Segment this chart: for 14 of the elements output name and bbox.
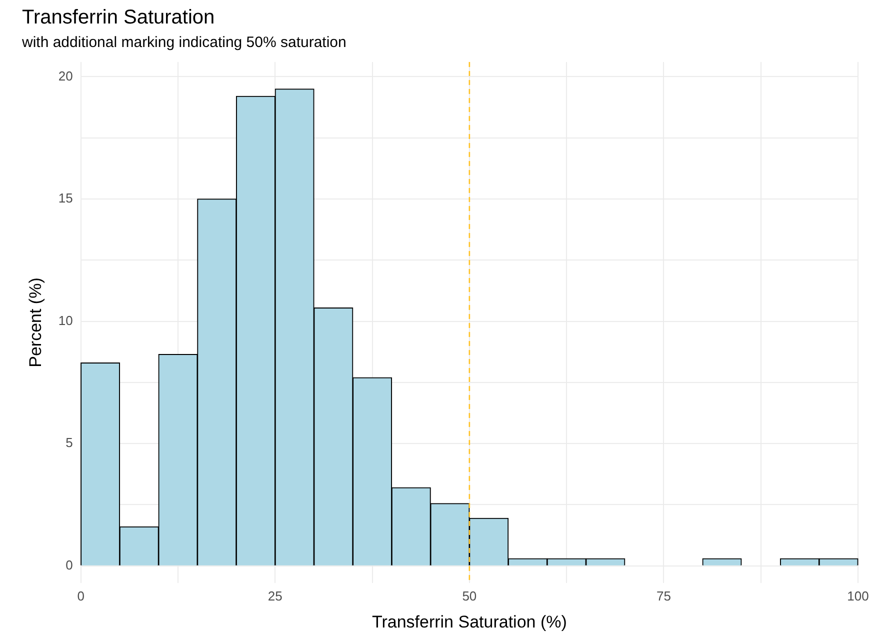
y-tick-label: 5 <box>66 435 73 450</box>
chart-subtitle: with additional marking indicating 50% saturation <box>21 34 346 52</box>
x-tick-label: 75 <box>656 588 671 604</box>
y-axis-title: Percent (%) <box>26 278 45 368</box>
y-tick-label: 15 <box>58 190 73 206</box>
y-tick-label: 0 <box>66 557 73 572</box>
y-tick-label: 20 <box>58 68 73 84</box>
y-tick-label: 10 <box>58 312 73 328</box>
x-tick-label: 100 <box>847 588 869 604</box>
x-tick-label: 50 <box>462 588 477 604</box>
chart-title: Transferrin Saturation <box>22 6 215 29</box>
x-axis-title: Transferrin Saturation (%) <box>372 612 567 632</box>
x-tick-label: 25 <box>268 588 282 604</box>
x-tick-label: 0 <box>77 588 84 604</box>
